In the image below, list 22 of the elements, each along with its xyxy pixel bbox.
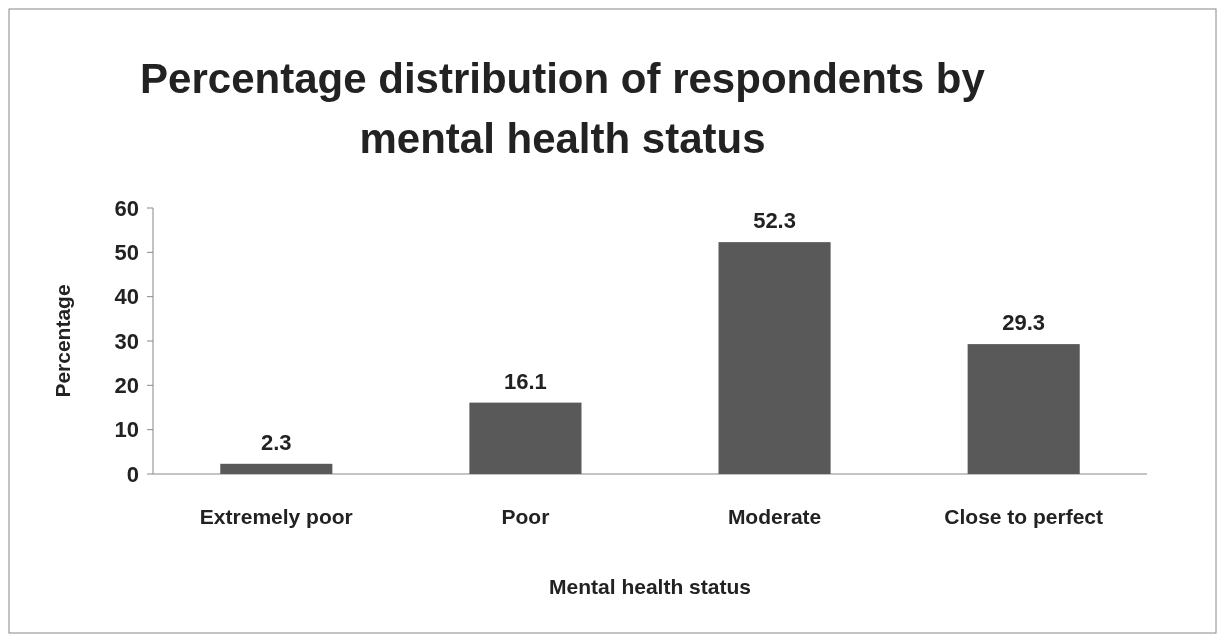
x-tick-label: Poor bbox=[501, 505, 550, 528]
data-label: 2.3 bbox=[261, 429, 292, 455]
y-tick-label: 20 bbox=[114, 373, 139, 399]
bar bbox=[967, 344, 1080, 474]
bar bbox=[220, 463, 333, 474]
data-label: 29.3 bbox=[1002, 310, 1046, 336]
x-tick-label: Close to perfect bbox=[944, 505, 1104, 528]
x-tick-label: Extremely poor bbox=[199, 505, 353, 528]
y-tick-label: 60 bbox=[114, 195, 139, 221]
data-label: 52.3 bbox=[753, 208, 796, 234]
x-axis-title: Mental health status bbox=[549, 575, 751, 598]
x-tick-label: Moderate bbox=[727, 505, 822, 528]
data-label: 16.1 bbox=[504, 368, 547, 394]
bar bbox=[718, 242, 831, 474]
y-tick-label: 30 bbox=[114, 328, 139, 354]
chart-title: Percentage distribution of respondents by mental health status bbox=[140, 55, 986, 162]
y-tick-label: 50 bbox=[114, 240, 139, 266]
y-axis-title: Percentage bbox=[51, 284, 74, 398]
y-tick-label: 10 bbox=[114, 417, 139, 443]
y-tick-label: 0 bbox=[126, 461, 139, 487]
bar bbox=[469, 402, 582, 474]
y-tick-label: 40 bbox=[114, 284, 139, 310]
